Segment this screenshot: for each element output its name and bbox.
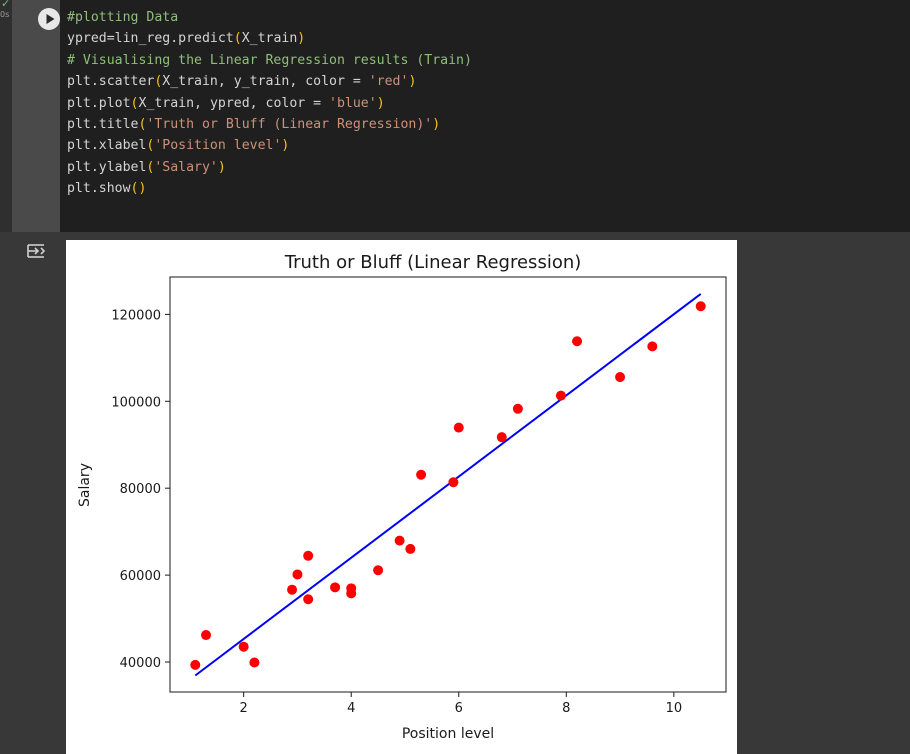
scatter-point (453, 422, 464, 433)
code-token: ( (146, 138, 155, 154)
code-token: ypred=lin_reg.predict (67, 31, 234, 47)
scatter-point (448, 477, 459, 488)
scatter-point (416, 469, 427, 480)
code-token: # Visualising the Linear Regression resu… (67, 52, 472, 68)
code-token: plt.xlabel (67, 138, 147, 154)
scatter-point (695, 301, 706, 312)
play-icon (46, 14, 55, 24)
code-line[interactable]: plt.show() (67, 178, 472, 199)
y-tick-label: 40000 (120, 656, 161, 671)
check-icon: ✓ (1, 0, 11, 10)
code-line[interactable]: # Visualising the Linear Regression resu… (67, 50, 472, 71)
code-token: #plotting Data (67, 10, 179, 25)
code-cell[interactable]: #plotting Data ypred=lin_reg.predict(X_tr… (60, 0, 910, 232)
scatter-point (287, 584, 298, 595)
y-tick-label: 100000 (111, 395, 161, 410)
code-token: ( (154, 74, 163, 90)
code-line[interactable]: #plotting Data (67, 7, 472, 28)
code-token: ( (233, 31, 242, 47)
scatter-point (572, 336, 583, 347)
code-line[interactable]: plt.ylabel('Salary') (67, 157, 472, 178)
run-cell-button[interactable] (38, 8, 60, 30)
regression-line (194, 293, 702, 677)
scatter-point (330, 582, 341, 593)
code-token: ) (281, 138, 290, 154)
x-tick-label: 2 (240, 701, 248, 716)
axis-ticks: 2 4 6 8 10 40000 60000 80000 100000 120000 (111, 308, 682, 716)
scatter-point (512, 403, 523, 414)
y-tick-label: 60000 (120, 569, 161, 584)
code-token: X_train (241, 31, 298, 47)
code-token: 'blue' (329, 95, 377, 111)
scatter-point (249, 657, 260, 668)
code-token: 'Position level' (154, 138, 282, 154)
code-token: ) (376, 95, 385, 111)
execution-time: 0s (0, 10, 10, 19)
scatter-point (238, 641, 249, 652)
code-token: plt.ylabel (67, 159, 147, 175)
scatter-point (346, 588, 357, 599)
scatter-chart: Truth or Bluff (Linear Regression) Posit… (77, 252, 727, 742)
scatter-point (373, 565, 384, 576)
scatter-point (394, 535, 405, 546)
code-token: X_train, y_train, color = (162, 74, 369, 90)
chart-title: Truth or Bluff (Linear Regression) (284, 252, 582, 273)
x-tick-label: 6 (455, 701, 463, 716)
code-token: plt.scatter (67, 74, 155, 90)
plot-frame (169, 276, 727, 693)
scatter-point (201, 630, 212, 641)
code-token: ) (432, 116, 441, 132)
x-tick-label: 8 (562, 701, 570, 716)
scatter-point (496, 432, 507, 443)
code-token: plt.title (67, 116, 139, 132)
code-token: () (130, 181, 147, 197)
code-token: 'red' (368, 74, 409, 90)
code-token: ) (297, 31, 306, 47)
data-marks (190, 293, 706, 677)
code-token: ( (138, 116, 147, 132)
scatter-point (555, 390, 566, 401)
code-token: X_train, ypred, color = (138, 95, 330, 111)
scatter-point (405, 543, 416, 554)
code-line[interactable]: plt.title('Truth or Bluff (Linear Regres… (67, 114, 472, 135)
code-token: 'Truth or Bluff (Linear Regression)' (146, 116, 433, 132)
code-token: 'Salary' (154, 159, 218, 175)
code-token: ( (130, 95, 139, 111)
scatter-point (303, 550, 314, 561)
code-line[interactable]: plt.xlabel('Position level') (67, 135, 472, 156)
code-token: plt.plot (67, 95, 131, 111)
y-tick-label: 80000 (120, 482, 161, 497)
plot-figure: Truth or Bluff (Linear Regression) Posit… (66, 240, 737, 754)
code-line[interactable]: plt.plot(X_train, ypred, color = 'blue') (67, 93, 472, 114)
output-toggle-icon[interactable] (25, 240, 47, 262)
code-token: ( (146, 159, 155, 175)
scatter-point (647, 341, 658, 352)
code-line[interactable]: ypred=lin_reg.predict(X_train) (67, 28, 472, 49)
cell-gutter (12, 0, 60, 232)
code-token: ) (408, 74, 417, 90)
scatter-point (190, 659, 201, 670)
y-axis-label: Salary (77, 463, 93, 507)
x-tick-label: 10 (666, 701, 683, 716)
scatter-point (615, 372, 626, 383)
code-editor[interactable]: #plotting Data ypred=lin_reg.predict(X_tr… (67, 7, 472, 200)
code-token: ) (217, 159, 226, 175)
x-tick-label: 4 (347, 701, 355, 716)
y-tick-label: 120000 (111, 308, 161, 323)
code-line[interactable]: plt.scatter(X_train, y_train, color = 'r… (67, 71, 472, 92)
x-axis-label: Position level (402, 726, 494, 742)
scatter-point (303, 594, 314, 605)
code-token: plt.show (67, 181, 131, 197)
scatter-point (292, 569, 303, 580)
